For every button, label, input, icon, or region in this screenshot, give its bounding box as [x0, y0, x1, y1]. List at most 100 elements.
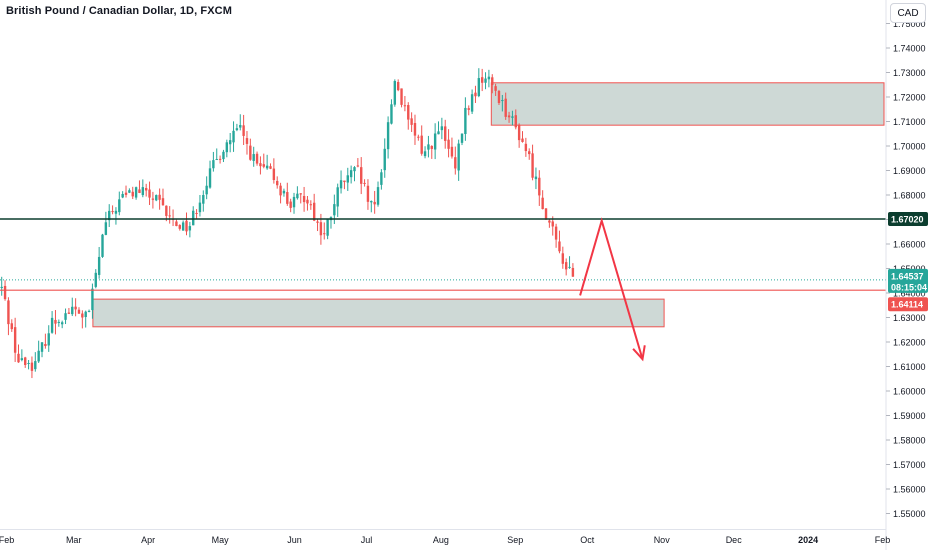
- candle-down: [148, 181, 151, 206]
- candle-body: [232, 130, 235, 143]
- candle-body: [450, 146, 454, 157]
- candle-down: [245, 131, 249, 155]
- candle-down: [44, 333, 47, 349]
- candle-body: [239, 124, 242, 128]
- y-tick-label: 1.73000: [893, 68, 926, 78]
- candle-up: [57, 319, 61, 327]
- candle-up: [94, 269, 97, 289]
- candle-body: [192, 210, 195, 226]
- candle-down: [312, 193, 316, 222]
- candle-body: [534, 176, 538, 180]
- candle-up: [464, 97, 467, 141]
- candle-body: [524, 143, 528, 152]
- candle-down: [366, 179, 370, 210]
- y-tick-label: 1.58000: [893, 436, 926, 446]
- candle-body: [410, 118, 413, 125]
- candle-body: [393, 81, 397, 105]
- candle-body: [30, 362, 34, 371]
- candle-up: [104, 211, 108, 236]
- candle-down: [161, 188, 165, 206]
- candle-body: [13, 327, 17, 353]
- candle-down: [420, 125, 423, 156]
- candle-up: [484, 72, 487, 90]
- candle-up: [84, 310, 87, 328]
- candle-up: [64, 308, 67, 325]
- candle-down: [54, 310, 57, 335]
- candle-down: [185, 212, 188, 236]
- candle-up: [346, 167, 349, 191]
- candle-down: [548, 219, 551, 228]
- candle-body: [541, 197, 544, 210]
- candle-body: [457, 143, 460, 171]
- candle-body: [279, 185, 282, 196]
- candle-up: [155, 194, 158, 202]
- candle-body: [181, 222, 185, 231]
- candle-body: [225, 142, 229, 153]
- candle-body: [460, 133, 464, 143]
- candle-up: [181, 220, 185, 231]
- x-tick-label: Mar: [66, 535, 82, 545]
- candle-body: [114, 210, 118, 214]
- candle-down: [289, 198, 292, 213]
- candle-down: [417, 134, 420, 141]
- candle-up: [232, 121, 235, 152]
- supply-zone: [490, 82, 885, 126]
- candle-down: [430, 145, 433, 159]
- resistance-price-label: 1.67020: [888, 212, 928, 227]
- candle-down: [77, 307, 81, 314]
- candle-body: [396, 82, 400, 91]
- candle-up: [440, 117, 444, 140]
- candle-down: [272, 158, 276, 184]
- candle-body: [494, 86, 497, 91]
- candle-up: [198, 195, 202, 217]
- candle-up: [121, 191, 124, 199]
- candle-body: [208, 168, 212, 188]
- candle-up: [427, 135, 430, 158]
- candle-body: [272, 168, 276, 181]
- candle-body: [504, 98, 507, 117]
- candle-up: [215, 148, 218, 161]
- candle-up: [239, 114, 242, 131]
- x-axis[interactable]: Feb Mar Apr May Jun Jul Aug Sep Oct Nov Dec 2024 Feb: [0, 529, 890, 546]
- candle-up: [433, 123, 437, 160]
- candle-down: [168, 206, 171, 224]
- candle-body: [544, 208, 548, 220]
- demand-zone: [92, 298, 665, 328]
- candle-up: [47, 325, 50, 352]
- candle-up: [192, 206, 195, 226]
- candle-body: [202, 195, 205, 204]
- candle-body: [17, 353, 20, 363]
- candle-up: [34, 352, 37, 372]
- candle-down: [255, 151, 259, 166]
- candle-up: [60, 320, 64, 329]
- candle-up: [225, 139, 229, 158]
- candle-body: [467, 108, 470, 110]
- candle-body: [437, 131, 440, 135]
- candle-body: [134, 187, 138, 198]
- candle-up: [501, 94, 504, 112]
- candle-body: [339, 180, 343, 189]
- candle-body: [252, 154, 255, 161]
- candle-body: [420, 135, 423, 154]
- x-tick-label: Sep: [507, 535, 523, 545]
- candle-body: [407, 105, 410, 120]
- candle-body: [373, 201, 376, 205]
- candle-body: [155, 195, 158, 201]
- candle-down: [450, 137, 454, 159]
- candle-down: [467, 105, 470, 116]
- candle-body: [249, 145, 252, 160]
- candle-up: [134, 186, 138, 200]
- candle-down: [286, 182, 289, 206]
- candle-up: [534, 167, 538, 190]
- candle-up: [40, 342, 44, 358]
- x-tick-label: Oct: [580, 535, 595, 545]
- candle-body: [60, 322, 64, 325]
- y-tick-label: 1.74000: [893, 44, 926, 54]
- candle-body: [27, 362, 30, 364]
- candle-down: [494, 83, 497, 96]
- candle-body: [64, 313, 67, 320]
- currency-button[interactable]: CAD: [890, 3, 926, 23]
- candle-body: [390, 104, 393, 124]
